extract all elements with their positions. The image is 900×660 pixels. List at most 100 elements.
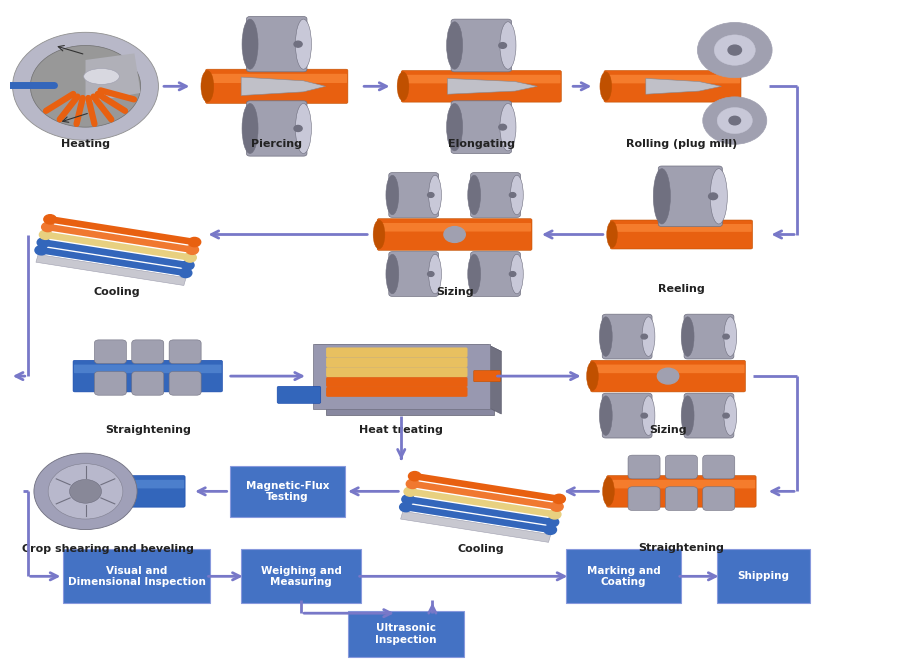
Circle shape (35, 246, 48, 255)
FancyBboxPatch shape (312, 343, 490, 409)
Circle shape (715, 35, 755, 65)
Text: Heating: Heating (61, 139, 110, 149)
Ellipse shape (653, 169, 670, 224)
FancyBboxPatch shape (605, 75, 740, 83)
FancyBboxPatch shape (389, 251, 438, 296)
Ellipse shape (386, 254, 399, 294)
Circle shape (729, 116, 741, 125)
FancyBboxPatch shape (628, 455, 660, 479)
Circle shape (703, 97, 767, 145)
Ellipse shape (724, 317, 737, 356)
Circle shape (34, 453, 137, 529)
Circle shape (499, 124, 507, 130)
Polygon shape (407, 496, 554, 525)
FancyBboxPatch shape (326, 377, 467, 387)
Text: Straightening: Straightening (638, 543, 725, 552)
Polygon shape (36, 255, 186, 286)
FancyBboxPatch shape (230, 466, 346, 517)
FancyBboxPatch shape (471, 251, 520, 296)
Circle shape (499, 43, 507, 48)
FancyBboxPatch shape (326, 350, 494, 415)
Circle shape (31, 46, 140, 127)
Ellipse shape (201, 71, 214, 102)
FancyBboxPatch shape (703, 486, 734, 510)
FancyBboxPatch shape (94, 372, 126, 395)
Ellipse shape (710, 169, 727, 224)
FancyBboxPatch shape (402, 75, 561, 83)
Ellipse shape (386, 175, 399, 214)
FancyBboxPatch shape (608, 480, 755, 488)
FancyBboxPatch shape (49, 476, 185, 507)
Circle shape (186, 245, 199, 254)
FancyBboxPatch shape (247, 101, 307, 156)
Polygon shape (414, 473, 560, 502)
FancyBboxPatch shape (684, 314, 734, 359)
Circle shape (509, 272, 516, 277)
Polygon shape (40, 247, 186, 276)
Circle shape (188, 238, 201, 247)
FancyBboxPatch shape (73, 360, 222, 392)
FancyBboxPatch shape (326, 387, 467, 397)
FancyBboxPatch shape (378, 223, 531, 232)
Polygon shape (488, 345, 501, 414)
Circle shape (698, 22, 772, 78)
FancyBboxPatch shape (205, 69, 348, 104)
Ellipse shape (428, 175, 441, 214)
Ellipse shape (295, 104, 311, 154)
Ellipse shape (500, 104, 516, 151)
FancyBboxPatch shape (377, 218, 532, 250)
Polygon shape (410, 488, 555, 517)
Circle shape (40, 230, 52, 240)
Circle shape (400, 502, 412, 512)
FancyBboxPatch shape (401, 71, 562, 102)
FancyBboxPatch shape (169, 340, 201, 364)
Ellipse shape (600, 72, 612, 101)
FancyBboxPatch shape (604, 71, 741, 102)
Ellipse shape (599, 317, 612, 356)
FancyBboxPatch shape (206, 74, 347, 83)
FancyBboxPatch shape (717, 549, 810, 603)
Polygon shape (42, 240, 189, 269)
Circle shape (179, 269, 192, 278)
Circle shape (544, 525, 556, 535)
Polygon shape (314, 345, 501, 351)
FancyBboxPatch shape (703, 455, 734, 479)
Circle shape (708, 193, 717, 199)
Circle shape (37, 238, 50, 247)
Circle shape (409, 471, 421, 480)
Ellipse shape (681, 317, 694, 356)
Ellipse shape (681, 396, 694, 436)
Ellipse shape (242, 104, 258, 154)
Ellipse shape (374, 220, 385, 249)
Circle shape (401, 495, 414, 504)
FancyBboxPatch shape (602, 314, 652, 359)
Circle shape (182, 261, 194, 270)
FancyBboxPatch shape (471, 173, 520, 217)
FancyBboxPatch shape (169, 372, 201, 395)
Text: Visual and
Dimensional Inspection: Visual and Dimensional Inspection (68, 566, 205, 587)
Text: Reeling: Reeling (658, 284, 705, 294)
Circle shape (728, 45, 742, 55)
Circle shape (717, 108, 752, 133)
FancyBboxPatch shape (611, 224, 752, 232)
Text: Piercing: Piercing (251, 139, 302, 149)
Text: Crop shearing and beveling: Crop shearing and beveling (22, 544, 194, 554)
Circle shape (546, 517, 559, 527)
FancyBboxPatch shape (241, 549, 361, 603)
Ellipse shape (510, 175, 523, 214)
Text: Sizing: Sizing (649, 426, 687, 436)
Ellipse shape (446, 22, 463, 69)
Text: Cooling: Cooling (94, 287, 140, 297)
Ellipse shape (446, 104, 463, 151)
Circle shape (509, 193, 516, 197)
Text: Shipping: Shipping (738, 572, 789, 581)
Circle shape (428, 272, 434, 277)
FancyBboxPatch shape (63, 549, 210, 603)
Circle shape (294, 41, 302, 47)
Circle shape (641, 413, 647, 418)
Circle shape (406, 479, 419, 488)
Polygon shape (405, 504, 551, 533)
Circle shape (404, 487, 417, 496)
FancyBboxPatch shape (326, 367, 467, 377)
Circle shape (551, 502, 563, 512)
